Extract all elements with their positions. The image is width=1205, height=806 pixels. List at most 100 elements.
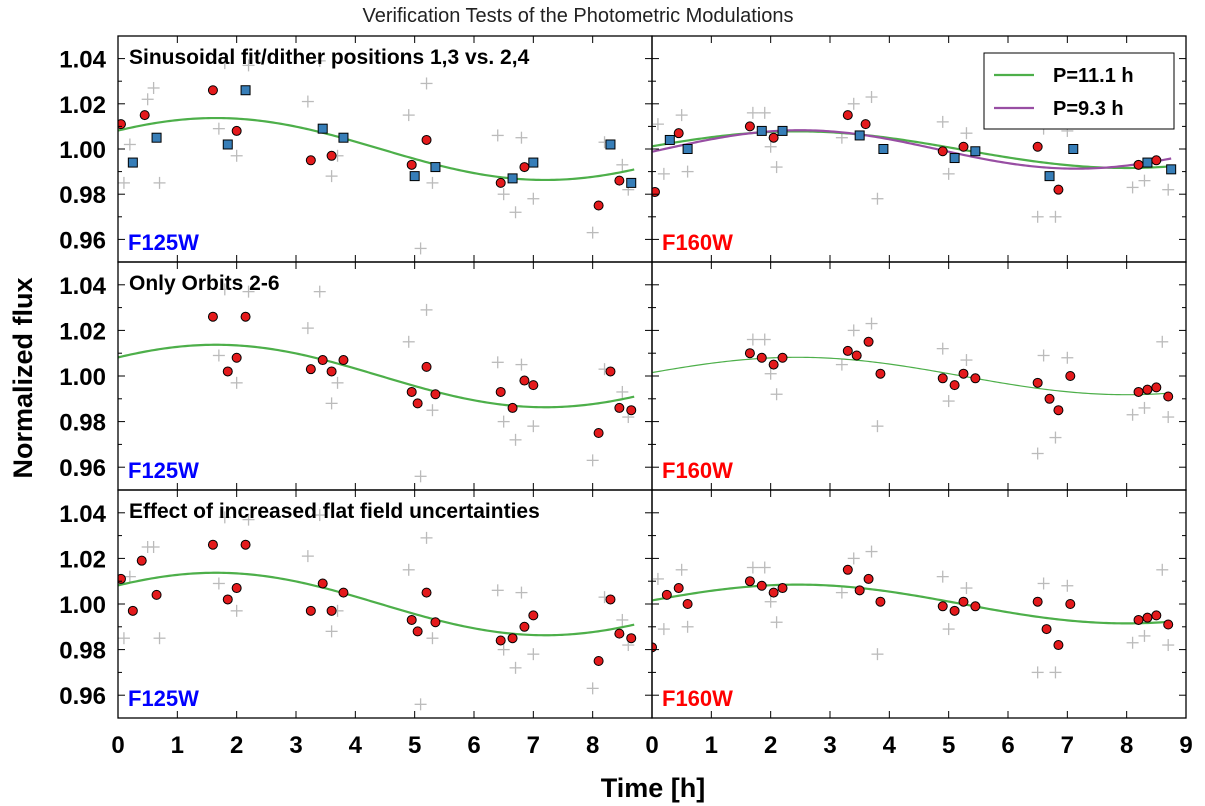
cross-point — [497, 188, 510, 201]
fit-curve — [118, 116, 635, 182]
circle-point — [593, 656, 604, 666]
circle-point — [338, 355, 349, 366]
circle-point — [305, 364, 316, 375]
panel-frame — [651, 489, 1187, 719]
circle-point — [528, 380, 539, 391]
circle-point — [1032, 377, 1043, 388]
circle-point — [768, 359, 779, 370]
circle-point — [406, 386, 417, 397]
y-tick-label: 1.02 — [59, 92, 106, 119]
cross-point — [301, 95, 314, 108]
cross-point — [1037, 349, 1050, 362]
square-point — [222, 139, 233, 150]
circle-point — [661, 589, 672, 600]
circle-point — [495, 386, 506, 397]
circle-point — [863, 336, 874, 347]
cross-point — [1138, 629, 1151, 642]
cross-point — [497, 415, 510, 428]
cross-point — [1049, 666, 1062, 679]
y-tick-label: 0.96 — [59, 683, 106, 710]
circle-point — [421, 134, 432, 145]
y-tick-label: 1.00 — [59, 592, 106, 619]
circle-point — [326, 605, 337, 616]
square-point — [626, 177, 637, 188]
cross-point — [331, 376, 344, 389]
cross-point — [770, 161, 783, 174]
circle-point — [626, 633, 637, 644]
panel-heading: Sinusoidal fit/dither positions 1,3 vs. … — [129, 46, 530, 69]
circle-point — [593, 428, 604, 438]
circle-point — [958, 368, 969, 379]
panel-heading: Effect of increased flat field uncertain… — [129, 500, 540, 523]
cross-point — [652, 572, 664, 585]
x-tick-label: 2 — [764, 732, 777, 759]
cross-point — [758, 106, 771, 119]
cross-point — [835, 586, 848, 599]
cross-point — [313, 54, 326, 67]
cross-point — [657, 167, 670, 180]
circle-point — [1133, 386, 1144, 397]
cross-point — [675, 109, 688, 122]
cross-point — [1156, 563, 1169, 576]
square-point — [240, 85, 251, 96]
circle-point — [614, 175, 625, 186]
circle-point — [519, 162, 530, 173]
square-point — [756, 125, 767, 136]
x-tick-label: 8 — [1120, 732, 1133, 759]
cross-point — [871, 192, 884, 205]
circle-point — [519, 375, 530, 386]
y-tick-label: 0.98 — [59, 410, 106, 437]
plot-area — [652, 91, 1177, 223]
circle-point — [317, 578, 328, 589]
circle-point — [326, 366, 337, 377]
fit-curve — [652, 129, 1172, 170]
square-point — [409, 171, 420, 182]
circle-point — [949, 605, 960, 616]
fit-curve — [118, 571, 635, 637]
circle-point — [1151, 382, 1162, 393]
cross-point — [325, 625, 338, 638]
cross-point — [402, 335, 415, 348]
circle-point — [495, 635, 506, 646]
circle-point — [231, 125, 242, 136]
circle-point — [240, 539, 251, 550]
plot-area — [118, 54, 637, 255]
circle-point — [406, 159, 417, 170]
circle-point — [207, 311, 218, 322]
square-point — [854, 130, 865, 141]
square-point — [507, 173, 518, 184]
circle-point — [768, 132, 779, 143]
circle-point — [970, 601, 981, 612]
square-point — [777, 125, 788, 136]
cross-point — [960, 582, 973, 595]
x-tick-label: 2 — [230, 732, 243, 759]
circle-point — [127, 605, 138, 616]
circle-point — [1053, 184, 1064, 195]
y-tick-label: 1.04 — [59, 273, 106, 300]
circle-point — [507, 402, 518, 413]
panel-r1-c0: 1.04 1.02 1.00 0.98 0.96 F125W Only Orbits 2-6 — [59, 261, 653, 491]
plot-area — [652, 545, 1175, 679]
circle-point — [958, 141, 969, 152]
panel-r2-c1: 0 1 2 3 4 5 6 7 8 9 F160W — [645, 489, 1193, 759]
y-tick-label: 1.02 — [59, 546, 106, 573]
square-point — [605, 139, 616, 150]
cross-point — [426, 404, 439, 417]
cross-point — [871, 648, 884, 661]
circle-point — [614, 628, 625, 639]
filter-label: F125W — [128, 230, 199, 255]
cross-point — [1162, 411, 1175, 424]
square-point — [949, 153, 960, 164]
cross-point — [960, 354, 973, 367]
x-tick-label: 3 — [289, 732, 302, 759]
cross-point — [764, 595, 777, 608]
cross-point — [301, 550, 314, 563]
cross-point — [147, 541, 160, 553]
panel-heading: Only Orbits 2-6 — [129, 272, 280, 295]
cross-point — [313, 509, 326, 522]
cross-point — [509, 433, 522, 446]
circle-point — [231, 583, 242, 594]
cross-point — [414, 698, 427, 711]
y-tick-label: 1.00 — [59, 137, 106, 164]
y-tick-label: 1.00 — [59, 364, 106, 391]
